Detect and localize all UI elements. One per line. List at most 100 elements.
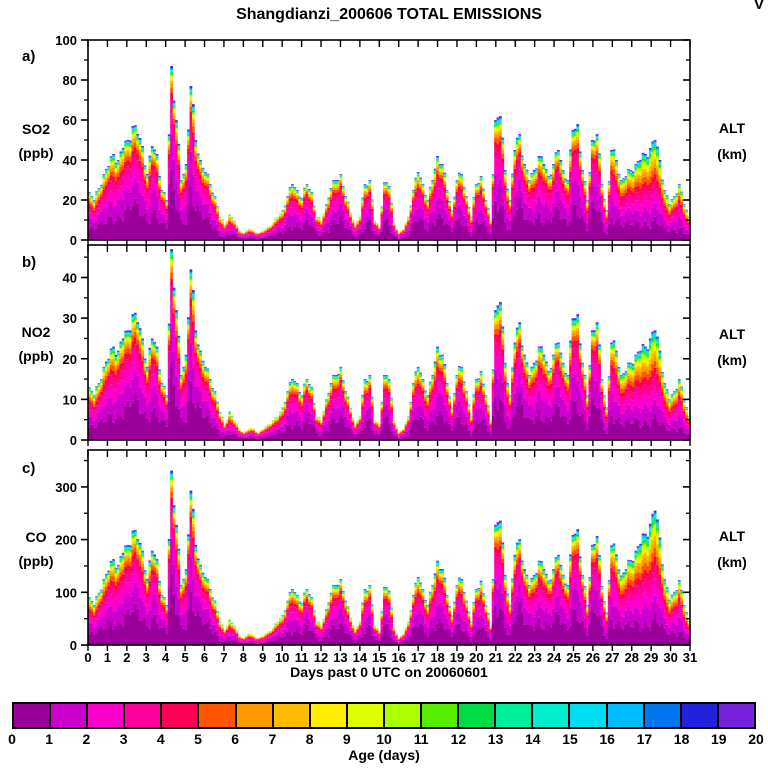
x-tick-label: 5 <box>181 650 188 665</box>
x-tick-label: 12 <box>314 650 328 665</box>
colorbar-tick-label: 14 <box>525 731 541 747</box>
panel-a-right-label: ALT <box>718 120 746 136</box>
panel-a-tag: a) <box>22 48 36 65</box>
x-tick-label: 6 <box>201 650 208 665</box>
panel-a-species-label: SO2 <box>21 121 50 137</box>
x-tick-label: 15 <box>372 650 386 665</box>
colorbar-cell-age-7 <box>271 704 309 727</box>
x-tick-label: 21 <box>489 650 503 665</box>
panel-a-right-unit: (km) <box>717 146 747 162</box>
colorbar-tick-label: 3 <box>119 731 128 747</box>
colorbar-tick-label: 20 <box>748 731 764 747</box>
colorbar-cell-age-5 <box>197 704 235 727</box>
x-tick-label: 26 <box>586 650 600 665</box>
y-tick-label: 60 <box>63 113 77 128</box>
y-tick-label: 300 <box>55 480 77 495</box>
colorbar-cell-age-1 <box>49 704 87 727</box>
panel-c-right-label: ALT <box>718 528 746 544</box>
y-tick-label: 10 <box>63 392 77 407</box>
colorbar-cell-age-11 <box>420 704 458 727</box>
y-tick-label: 20 <box>63 352 77 367</box>
x-tick-label: 23 <box>527 650 541 665</box>
y-tick-label: 80 <box>63 73 77 88</box>
panel-c-right-unit: (km) <box>717 554 747 570</box>
panel-c-tag: c) <box>22 460 36 477</box>
colorbar-cell-age-16 <box>605 704 643 727</box>
colorbar-cell-age-10 <box>382 704 421 727</box>
colorbar-tick-label: 17 <box>636 731 653 747</box>
figure-title: Shangdianzi_200606 TOTAL EMISSIONS <box>236 6 542 23</box>
x-tick-label: 19 <box>450 650 464 665</box>
colorbar-tick-label: 19 <box>711 731 727 747</box>
x-tick-label: 7 <box>220 650 227 665</box>
colorbar-tick-label: 18 <box>673 731 690 747</box>
x-tick-label: 24 <box>547 650 562 665</box>
colorbar-tick-label: 16 <box>599 731 615 747</box>
colorbar-cell-age-14 <box>531 704 569 727</box>
y-tick-label: 40 <box>63 271 77 286</box>
panel-b-right-unit: (km) <box>717 352 747 368</box>
y-tick-label: 0 <box>70 233 77 248</box>
panel-b-unit-label: (ppb) <box>18 348 54 364</box>
x-tick-label: 4 <box>162 650 170 665</box>
y-tick-label: 30 <box>63 311 77 326</box>
x-tick-label: 8 <box>240 650 247 665</box>
colorbar-tick-label: 7 <box>268 731 277 747</box>
age-colorbar <box>12 702 756 729</box>
y-tick-label: 0 <box>70 638 77 653</box>
colorbar-tick-label: 5 <box>194 731 202 747</box>
y-tick-label: 200 <box>55 533 77 548</box>
panel-a-axes: 0 20 40 60 80 100 <box>55 33 691 248</box>
colorbar-cell-age-9 <box>345 704 383 727</box>
colorbar-cell-age-13 <box>494 704 532 727</box>
x-tick-label: 16 <box>391 650 405 665</box>
colorbar-cell-age-18 <box>679 704 717 727</box>
colorbar-tick-label: 2 <box>82 731 91 747</box>
colorbar-tick-label: 1 <box>45 731 54 747</box>
x-tick-label: 30 <box>663 650 677 665</box>
x-tick-label: 20 <box>469 650 483 665</box>
age-colorbar-labels: 0 1 2 3 4 5 6 7 8 9 10 11 12 13 14 15 16 17 18 19 20 <box>0 731 768 747</box>
colorbar-title: Age (days) <box>348 747 420 763</box>
x-tick-label: 10 <box>275 650 289 665</box>
panel-c-columns <box>88 470 691 645</box>
panel-a-columns <box>88 66 691 240</box>
panel-c-species-label: CO <box>25 529 47 545</box>
panel-b-columns <box>88 249 691 440</box>
panel-b-species-label: NO2 <box>21 324 51 340</box>
x-tick-label: 25 <box>566 650 580 665</box>
x-tick-label: 3 <box>143 650 150 665</box>
colorbar-cell-age-8 <box>308 704 346 727</box>
colorbar-cell-age-3 <box>123 704 161 727</box>
x-tick-label: 11 <box>295 650 309 665</box>
x-tick-label: 27 <box>605 650 619 665</box>
x-tick-label: 1 <box>104 650 111 665</box>
y-tick-label: 100 <box>55 33 77 48</box>
x-tick-label: 28 <box>625 650 639 665</box>
colorbar-cell-age-15 <box>568 704 606 727</box>
panel-b-right-label: ALT <box>718 326 746 342</box>
x-tick-label: 0 <box>84 650 91 665</box>
corner-mark: V <box>753 0 764 13</box>
x-tick-label: 18 <box>430 650 444 665</box>
x-tick-label: 17 <box>411 650 425 665</box>
panel-a-unit-label: (ppb) <box>18 145 54 161</box>
colorbar-tick-label: 10 <box>376 731 392 747</box>
colorbar-tick-label: 6 <box>231 731 240 747</box>
x-tick-label: 31 <box>683 650 697 665</box>
y-tick-label: 0 <box>70 433 77 448</box>
panel-b-tag: b) <box>22 254 37 271</box>
colorbar-tick-label: 9 <box>342 731 351 747</box>
colorbar-cell-age-2 <box>86 704 124 727</box>
y-tick-label: 20 <box>63 193 77 208</box>
x-tick-label: 22 <box>508 650 522 665</box>
colorbar-cell-age-4 <box>160 704 198 727</box>
panel-b-axes: 0 10 20 30 40 <box>63 244 691 448</box>
colorbar-cell-age-12 <box>457 704 495 727</box>
x-tick-label: 2 <box>123 650 130 665</box>
colorbar-tick-label: 15 <box>562 731 578 747</box>
colorbar-tick-label: 0 <box>8 731 16 747</box>
y-tick-label: 40 <box>63 153 77 168</box>
